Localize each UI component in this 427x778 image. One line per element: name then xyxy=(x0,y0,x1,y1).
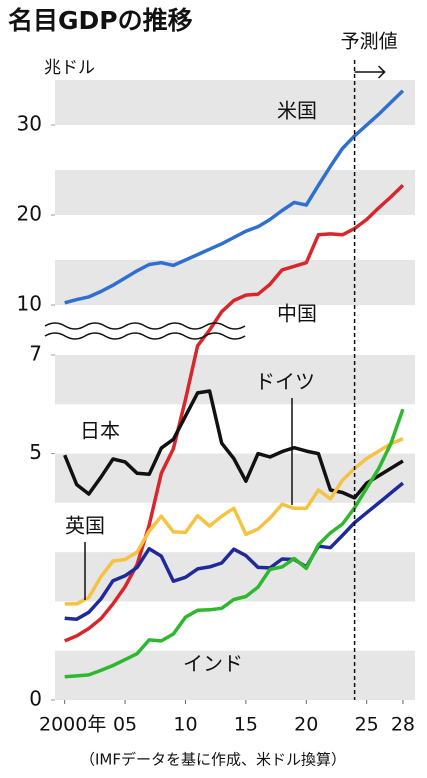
band xyxy=(55,170,415,215)
series-label: インド xyxy=(183,652,243,676)
x-tick-label: 20 xyxy=(294,714,318,736)
y-tick-label: 20 xyxy=(17,202,42,226)
y-tick-label: 5 xyxy=(29,440,42,464)
footnote: （IMFデータを基に作成、米ドル換算） xyxy=(80,751,346,769)
band xyxy=(55,80,415,125)
break-mark xyxy=(44,322,246,340)
series-label: 英国 xyxy=(65,514,105,538)
x-tick-label: 10 xyxy=(173,714,197,736)
series-label: ドイツ xyxy=(255,370,315,394)
y-tick-label: 0 xyxy=(29,687,42,711)
series-line xyxy=(64,89,405,305)
x-tick-label: 28 xyxy=(391,714,415,736)
chart-title: 名目GDPの推移 xyxy=(8,6,193,35)
series-label: 中国 xyxy=(277,302,317,326)
x-tick-label: 25 xyxy=(355,714,379,736)
series-line xyxy=(64,481,405,621)
series-line xyxy=(64,437,404,606)
axis-break xyxy=(0,313,415,343)
series-line xyxy=(64,408,405,679)
x-tick-label: 05 xyxy=(113,714,137,736)
series-label: 米国 xyxy=(277,99,317,123)
series-line xyxy=(64,184,405,643)
series-line xyxy=(63,389,404,500)
band xyxy=(55,355,415,405)
y-tick-label: 10 xyxy=(17,292,42,316)
x-tick-label: 15 xyxy=(234,714,258,736)
x-tick-label: 2000年 xyxy=(39,714,106,736)
y-tick-label: 30 xyxy=(17,112,42,136)
forecast-arrow xyxy=(354,65,386,79)
band xyxy=(55,552,415,602)
y-tick-label: 7 xyxy=(29,342,42,366)
y-unit: 兆ドル xyxy=(44,58,95,78)
forecast-label: 予測値 xyxy=(341,31,398,53)
series-label: 日本 xyxy=(80,419,120,443)
